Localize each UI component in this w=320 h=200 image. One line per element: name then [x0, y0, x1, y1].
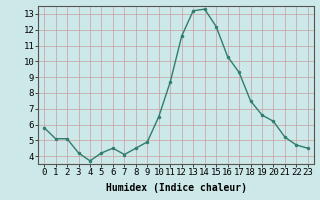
- X-axis label: Humidex (Indice chaleur): Humidex (Indice chaleur): [106, 183, 246, 193]
